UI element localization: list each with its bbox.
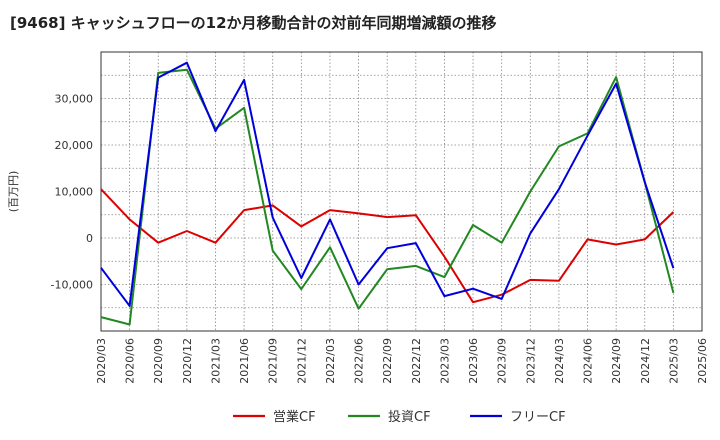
x-tick-label: 2022/03 xyxy=(324,338,337,384)
x-tick-label: 2025/03 xyxy=(667,338,680,384)
series-layer xyxy=(100,61,675,326)
legend-label: フリーCF xyxy=(510,410,566,425)
plot-frame xyxy=(100,51,703,332)
x-tick-label: 2020/12 xyxy=(181,338,194,384)
x-tick-label: 2023/12 xyxy=(524,338,537,384)
x-tick-label: 2025/06 xyxy=(696,338,709,384)
x-tick-label: 2024/12 xyxy=(639,338,652,384)
y-tick-label: 0 xyxy=(86,232,93,245)
series-line-フリーCF xyxy=(100,61,675,307)
x-tick-label: 2020/06 xyxy=(124,338,137,384)
legend-label: 投資CF xyxy=(388,409,431,425)
x-tick-label: 2024/03 xyxy=(553,338,566,384)
y-axis-label: (百万円) xyxy=(7,171,20,213)
y-tick-label: 30,000 xyxy=(55,93,94,106)
x-tick-label: 2022/12 xyxy=(410,338,423,384)
x-tick-label: 2023/09 xyxy=(496,338,509,384)
x-tick-label: 2022/09 xyxy=(381,338,394,384)
series-line-投資CF xyxy=(100,68,675,326)
x-tick-label: 2021/06 xyxy=(238,338,251,384)
x-tick-label: 2021/12 xyxy=(295,338,308,384)
series-line-営業CF xyxy=(100,188,675,304)
chart-title: [9468] キャッシュフローの12か月移動合計の対前年同期増減額の推移 xyxy=(10,14,497,32)
x-tick-label: 2020/03 xyxy=(95,338,108,384)
legend-layer: 営業CF 投資CF フリーCF xyxy=(233,409,566,425)
y-tick-label: 20,000 xyxy=(55,139,94,152)
x-tick-label: 2021/09 xyxy=(267,338,280,384)
grid-layer xyxy=(100,52,703,331)
y-tick-label: 10,000 xyxy=(55,186,94,199)
x-tick-label: 2023/06 xyxy=(467,338,480,384)
x-tick-label: 2023/03 xyxy=(438,338,451,384)
y-tick-label: -10,000 xyxy=(51,279,93,292)
axis-layer: -10,000 0 10,000 20,000 30,000 (百万円) 2020/03 20… xyxy=(7,51,709,384)
x-tick-label: 2020/09 xyxy=(152,338,165,384)
x-tick-label: 2024/06 xyxy=(582,338,595,384)
x-tick-label: 2024/09 xyxy=(610,338,623,384)
legend-label: 営業CF xyxy=(273,409,316,425)
x-tick-label: 2021/03 xyxy=(209,338,222,384)
x-tick-label: 2022/06 xyxy=(353,338,366,384)
